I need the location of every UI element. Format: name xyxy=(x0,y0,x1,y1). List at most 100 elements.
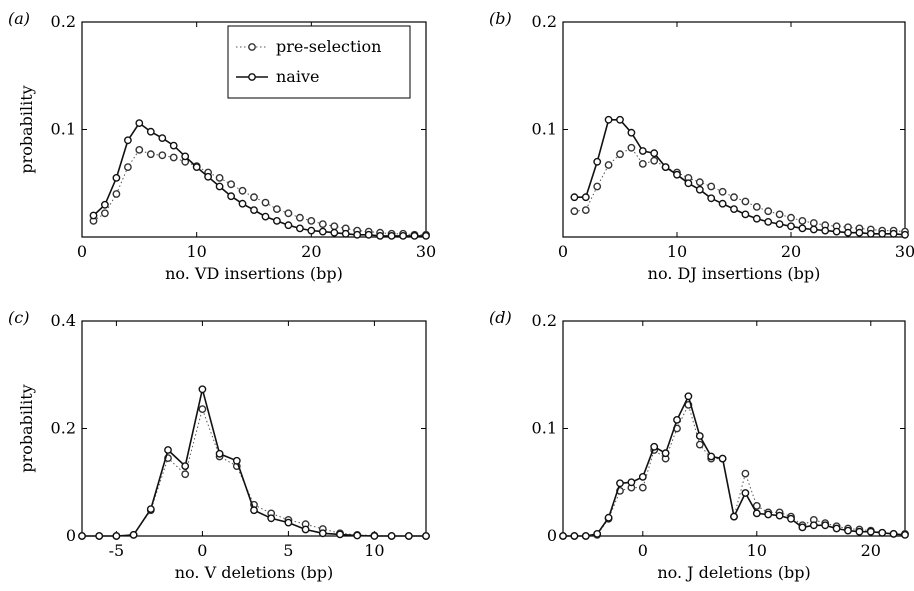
x-tick-label: 10 xyxy=(186,242,206,261)
data-point xyxy=(798,523,807,532)
data-point xyxy=(889,530,898,538)
data-point xyxy=(250,193,258,202)
data-point xyxy=(307,216,316,225)
y-tick-label: 0 xyxy=(66,526,76,545)
data-point xyxy=(422,231,430,240)
data-point xyxy=(330,228,339,237)
y-tick-label: 0.1 xyxy=(532,120,557,139)
y-tick-label: 0.2 xyxy=(51,12,76,31)
data-point xyxy=(809,219,818,227)
data-point xyxy=(707,182,716,191)
legend-naive-marker xyxy=(248,73,256,81)
data-point xyxy=(627,143,636,152)
data-point xyxy=(364,230,373,239)
data-point xyxy=(775,220,784,229)
data-point xyxy=(238,199,247,208)
data-point xyxy=(650,442,659,451)
x-axis-label: no. VD insertions (bp) xyxy=(165,264,343,283)
data-point xyxy=(866,527,875,536)
data-point xyxy=(215,173,224,182)
data-point xyxy=(855,527,864,536)
data-point xyxy=(301,525,310,534)
legend: pre-selection naive xyxy=(227,25,411,99)
x-tick-label: 20 xyxy=(781,242,801,261)
data-point xyxy=(261,212,270,221)
legend-naive-label: naive xyxy=(276,67,319,86)
data-point xyxy=(707,194,716,203)
y-tick-label: 0.1 xyxy=(51,120,76,139)
data-point xyxy=(181,462,190,470)
data-point xyxy=(318,529,327,538)
data-point xyxy=(227,180,236,189)
data-point xyxy=(336,530,344,539)
data-point xyxy=(146,150,155,159)
data-point xyxy=(741,489,750,497)
data-point xyxy=(112,190,121,198)
data-point xyxy=(627,128,636,137)
x-tick-label: 10 xyxy=(364,541,384,560)
x-tick-label: 20 xyxy=(301,242,321,261)
data-point xyxy=(604,161,613,169)
data-point xyxy=(353,230,362,239)
data-point xyxy=(730,193,738,202)
series-naive xyxy=(89,119,430,240)
data-point xyxy=(718,199,727,208)
data-point xyxy=(718,454,727,463)
data-point xyxy=(192,163,201,172)
data-point xyxy=(638,472,647,481)
y-tick-label: 0.1 xyxy=(532,419,557,438)
data-point xyxy=(101,209,109,218)
data-point xyxy=(616,115,624,124)
data-point xyxy=(878,528,887,537)
x-tick-label: 0 xyxy=(77,242,87,261)
x-axis-label: no. V deletions (bp) xyxy=(175,563,334,582)
data-point xyxy=(330,222,339,231)
x-tick-label: 10 xyxy=(667,242,687,261)
data-point xyxy=(764,207,773,216)
data-point xyxy=(387,532,396,540)
data-point xyxy=(581,532,590,540)
data-point xyxy=(787,213,795,222)
data-point xyxy=(135,119,144,128)
data-point xyxy=(89,211,98,220)
data-point xyxy=(832,524,841,533)
data-point xyxy=(353,531,362,540)
data-point xyxy=(272,205,281,214)
data-point xyxy=(878,229,887,238)
data-point xyxy=(661,449,670,458)
data-point xyxy=(752,501,761,510)
data-point xyxy=(901,531,909,539)
x-tick-label: 0 xyxy=(638,541,648,560)
data-point xyxy=(844,228,852,237)
x-tick-label: 5 xyxy=(283,541,293,560)
data-point xyxy=(627,478,636,487)
data-point xyxy=(901,230,909,239)
data-point xyxy=(158,134,167,143)
data-point xyxy=(673,170,681,179)
y-axis-label: probability xyxy=(17,384,36,472)
data-point xyxy=(741,210,750,219)
data-point xyxy=(684,179,693,188)
pre-selection-line xyxy=(82,407,426,537)
data-point xyxy=(101,200,109,209)
data-point xyxy=(227,192,236,201)
data-point xyxy=(604,513,613,522)
data-point xyxy=(204,172,213,181)
data-point xyxy=(261,198,270,207)
panel-d: 0 10 20 0 0.1 0.2 no. J deletions (bp) (d) xyxy=(489,308,909,582)
x-axis-label: no. DJ insertions (bp) xyxy=(648,264,821,283)
data-point xyxy=(181,152,190,161)
data-point xyxy=(295,213,304,222)
data-point xyxy=(146,127,155,136)
data-point xyxy=(559,532,567,540)
y-tick-label: 0.2 xyxy=(532,12,557,31)
data-point xyxy=(318,227,327,236)
data-point xyxy=(730,205,738,214)
data-point xyxy=(124,136,132,145)
data-point xyxy=(752,214,761,223)
data-point xyxy=(650,149,659,158)
data-point xyxy=(112,532,121,540)
y-tick-label: 0.2 xyxy=(532,311,557,330)
naive-line xyxy=(92,121,426,237)
data-point xyxy=(775,210,784,219)
